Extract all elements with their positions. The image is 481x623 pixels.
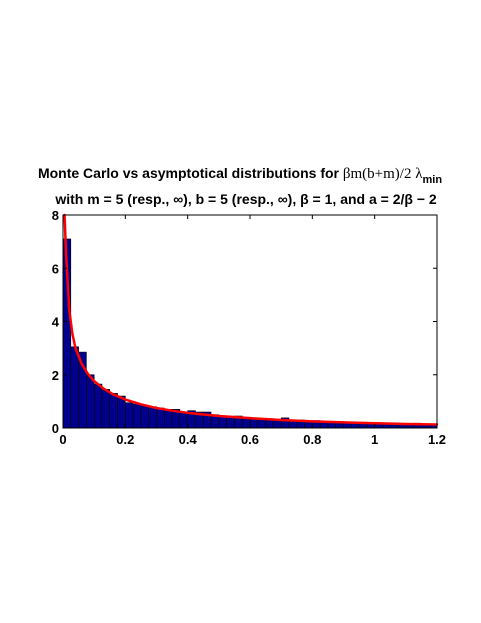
y-tick-label: 4 [52,315,60,330]
y-tick-label: 8 [52,208,59,223]
histogram-bar [273,419,282,429]
histogram-bar [86,374,95,429]
x-tick-label: 0.4 [179,432,198,447]
chart-title-math: βm(b+m)/2 λ [343,166,423,182]
histogram-bar [109,393,118,429]
curve-layer [63,213,439,426]
histogram-bar [140,405,150,429]
axes-layer: 0 0.2 0.4 0.6 0.8 1 1.2 0 2 4 6 8 [52,208,446,447]
histogram-bar [117,395,126,429]
chart-title-text: Monte Carlo vs asymptotical distribution… [38,165,343,181]
histogram-bar [93,383,103,429]
x-tick-label: 1.2 [428,432,446,447]
histogram-bar [132,403,142,429]
histogram-bar [218,415,227,429]
y-tick-label: 2 [52,368,59,383]
chart-title-line-2: with m = 5 (resp., ∞), b = 5 (resp., ∞),… [54,191,437,207]
histogram-bar [156,407,165,429]
asymptotic-density-curve [63,213,439,426]
histogram-bar [163,409,173,429]
x-tick-label: 0.2 [116,432,134,447]
x-tick-label: 0 [59,432,66,447]
histogram-bar [148,406,157,429]
x-tick-label: 0.8 [303,432,321,447]
x-tick-label: 0.6 [241,432,259,447]
x-tick-label: 1 [371,432,378,447]
histogram-bar [179,411,188,429]
histogram-bar [70,346,79,429]
y-tick-label: 0 [52,421,59,436]
histogram-bar [226,416,235,429]
y-tick-label: 6 [52,261,59,276]
histogram-bar [125,402,134,429]
chart-title-subscript: min [422,174,442,186]
histogram-bars [62,238,438,429]
chart-title-line-1: Monte Carlo vs asymptotical distribution… [38,165,442,186]
histogram-bar [101,389,111,429]
